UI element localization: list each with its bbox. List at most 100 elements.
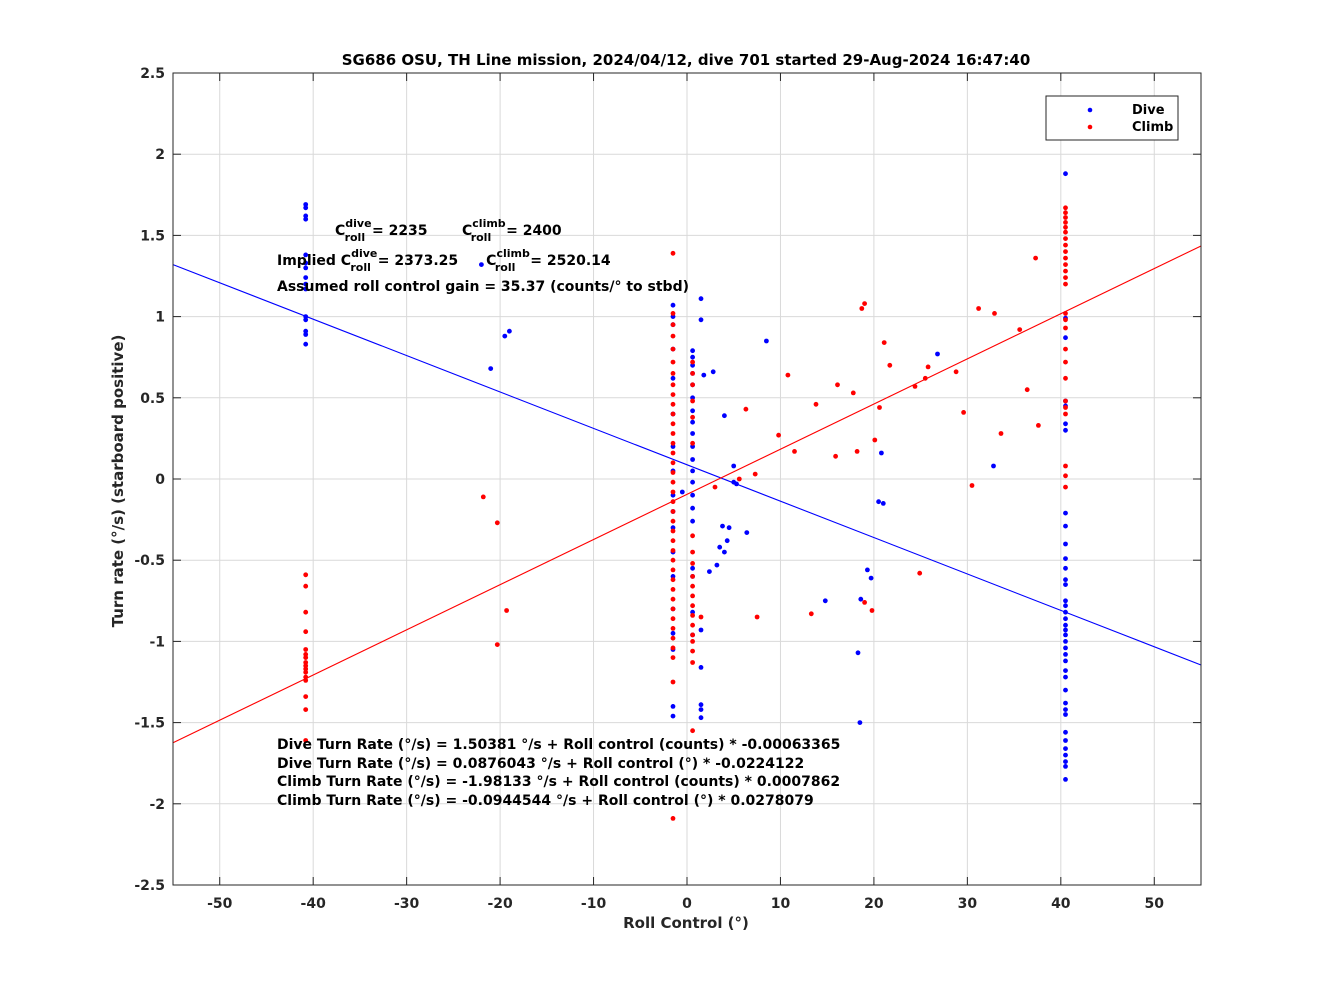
climb-point xyxy=(670,311,676,316)
climb-point xyxy=(1063,242,1068,248)
annotation-gain: Assumed roll control gain = 35.37 (count… xyxy=(277,279,689,295)
dive-point xyxy=(876,499,881,505)
climb-point xyxy=(670,587,676,592)
climb-point xyxy=(303,660,309,665)
dive-point xyxy=(303,341,309,347)
climb-point xyxy=(670,567,676,573)
dive-point xyxy=(690,505,695,511)
climb-point xyxy=(736,476,742,482)
y-tick-label: -2 xyxy=(149,797,165,813)
axis-ticks: -50 -40 -30 -20 -10 0 10 20 30 40 50-2.5-2-1.5-1-0… xyxy=(134,66,1201,912)
dive-point xyxy=(303,281,309,287)
dive-point xyxy=(1063,759,1068,764)
climb-point xyxy=(859,306,865,311)
y-tick-label: 0 xyxy=(155,472,165,488)
dive-point xyxy=(1063,616,1068,622)
dive-point xyxy=(855,650,861,656)
dive-point xyxy=(822,598,828,604)
climb-point xyxy=(917,570,923,576)
climb-point xyxy=(1063,262,1068,267)
climb-point xyxy=(872,437,878,443)
chart-title: SG686 OSU, TH Line mission, 2024/04/12, … xyxy=(342,51,1031,69)
dive-fit-line xyxy=(172,264,1202,666)
climb-fit-line xyxy=(172,245,1202,744)
climb-point xyxy=(833,453,838,459)
climb-point xyxy=(670,346,676,352)
climb-point xyxy=(690,583,695,589)
climb-point xyxy=(303,583,309,589)
climb-point xyxy=(1063,411,1068,417)
climb-point xyxy=(670,431,676,436)
dive-point xyxy=(303,216,309,222)
climb-point xyxy=(303,647,309,652)
climb-point xyxy=(862,600,867,605)
x-tick-label: -20 xyxy=(487,896,513,912)
climb-point xyxy=(976,306,981,311)
dive-point xyxy=(722,413,727,419)
dive-point xyxy=(303,275,309,280)
annotation-c-roll-climb: Cclimb roll = 2400 xyxy=(462,217,562,244)
climb-point xyxy=(690,382,695,388)
climb-point xyxy=(754,614,760,620)
dive-point xyxy=(1063,582,1068,587)
legend-climb-label: Climb xyxy=(1132,120,1173,135)
climb-point xyxy=(690,622,695,628)
climb-point xyxy=(670,359,676,365)
dive-point xyxy=(857,720,863,725)
climb-point xyxy=(1063,325,1068,331)
dive-point xyxy=(1063,427,1068,433)
climb-point xyxy=(1063,317,1068,323)
climb-point xyxy=(670,460,676,466)
climb-point xyxy=(670,548,676,553)
x-tick-label: -10 xyxy=(581,896,607,912)
dive-point xyxy=(690,468,695,474)
legend-dive-marker xyxy=(1087,107,1093,113)
climb-point xyxy=(835,382,840,388)
climb-point xyxy=(303,694,309,699)
climb-point xyxy=(1063,255,1068,261)
climb-point xyxy=(690,549,695,555)
climb-point xyxy=(1017,327,1023,332)
climb-point xyxy=(670,616,676,622)
dive-point xyxy=(303,286,309,292)
annotation-eq-dive-counts: Dive Turn Rate (°/s) = 1.50381 °/s + Rol… xyxy=(277,737,840,753)
climb-point xyxy=(690,533,695,539)
climb-point xyxy=(670,655,676,660)
legend-dive-label: Dive xyxy=(1132,103,1165,118)
dive-point xyxy=(1063,700,1068,706)
climb-point xyxy=(670,392,676,397)
climb-point xyxy=(494,642,500,647)
dive-point xyxy=(690,565,695,571)
dive-point xyxy=(303,260,309,266)
dive-point xyxy=(670,525,676,531)
climb-point xyxy=(670,626,676,631)
climb-point xyxy=(303,629,309,635)
dive-point xyxy=(1063,565,1068,571)
climb-point xyxy=(670,371,676,376)
dive-point xyxy=(879,450,884,456)
y-tick-label: -2.5 xyxy=(134,878,165,894)
dive-point xyxy=(1063,729,1068,735)
climb-point xyxy=(690,574,695,579)
climb-point xyxy=(1063,275,1068,280)
dive-point xyxy=(1063,658,1068,664)
climb-point xyxy=(1063,346,1068,352)
climb-point xyxy=(1063,375,1068,381)
climb-point xyxy=(670,411,676,417)
dive-point xyxy=(1063,674,1068,680)
climb-point xyxy=(785,372,791,378)
dive-point xyxy=(670,302,676,308)
dive-point xyxy=(717,544,723,550)
climb-point xyxy=(303,669,309,675)
climb-point xyxy=(792,449,797,454)
climb-point xyxy=(1063,268,1068,274)
dive-point xyxy=(1063,712,1068,717)
dive-point xyxy=(690,518,695,524)
climb-point xyxy=(1063,205,1068,211)
climb-point xyxy=(690,603,695,609)
legend: Dive Climb xyxy=(1045,95,1179,141)
climb-point xyxy=(992,311,997,316)
x-tick-label: 20 xyxy=(864,896,884,912)
dive-point xyxy=(303,317,309,323)
dive-point xyxy=(1063,510,1068,516)
